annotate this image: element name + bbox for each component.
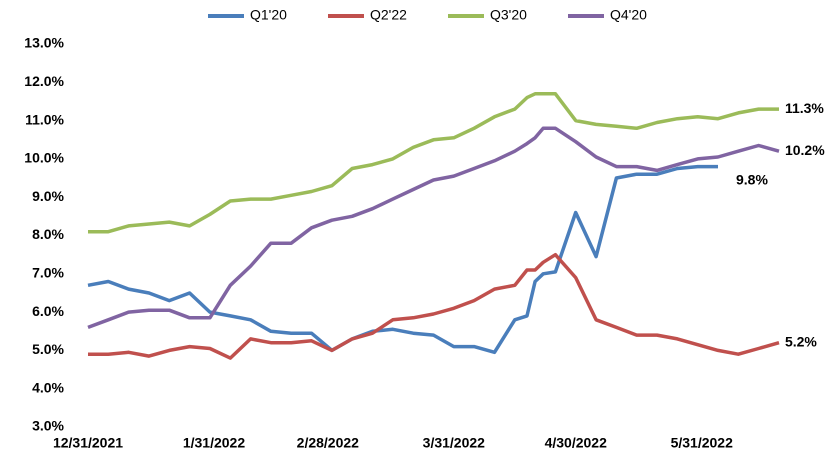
data-label: 5.2%: [785, 333, 817, 349]
y-tick-label: 6.0%: [32, 303, 64, 319]
legend-label: Q3'20: [490, 7, 527, 23]
y-tick-label: 8.0%: [32, 226, 64, 242]
x-tick-label: 5/31/2022: [671, 435, 733, 451]
series-line: [87, 126, 780, 330]
legend-label: Q1'20: [250, 7, 287, 23]
x-tick-label: 1/31/2022: [183, 435, 245, 451]
y-tick-label: 12.0%: [24, 73, 64, 89]
x-tick-label: 12/31/2021: [53, 435, 123, 451]
y-tick-label: 4.0%: [32, 379, 64, 395]
data-label: 10.2%: [785, 142, 825, 158]
legend-label: Q4'20: [610, 7, 647, 23]
data-label: 11.3%: [785, 100, 824, 116]
y-tick-label: 9.0%: [32, 188, 64, 204]
y-tick-label: 11.0%: [25, 111, 64, 127]
y-tick-label: 7.0%: [32, 265, 64, 281]
x-tick-label: 3/31/2022: [423, 435, 485, 451]
legend-label: Q2'22: [370, 7, 407, 23]
data-label: 9.8%: [736, 171, 768, 187]
series-line: [87, 164, 718, 355]
series-line: [88, 92, 779, 234]
y-tick-label: 13.0%: [24, 35, 64, 51]
series-line: [88, 252, 780, 360]
y-tick-label: 3.0%: [32, 418, 64, 434]
y-tick-label: 10.0%: [24, 150, 64, 166]
x-tick-label: 2/28/2022: [297, 435, 359, 451]
y-tick-label: 5.0%: [32, 341, 64, 357]
x-tick-label: 4/30/2022: [545, 435, 607, 451]
